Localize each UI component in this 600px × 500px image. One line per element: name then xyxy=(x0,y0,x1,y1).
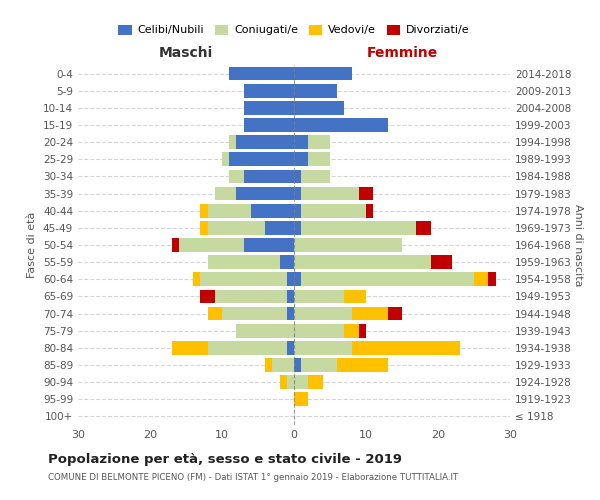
Bar xyxy=(294,341,352,354)
Bar xyxy=(294,170,301,183)
Bar xyxy=(488,272,496,286)
Bar xyxy=(294,118,388,132)
Bar xyxy=(215,186,236,200)
Bar xyxy=(287,341,294,354)
Bar xyxy=(280,376,287,389)
Bar xyxy=(287,306,294,320)
Bar xyxy=(359,186,373,200)
Bar xyxy=(301,186,359,200)
Bar xyxy=(294,84,337,98)
Bar xyxy=(236,186,294,200)
Bar xyxy=(352,341,460,354)
Bar xyxy=(229,66,294,80)
Bar xyxy=(416,221,431,234)
Bar xyxy=(301,221,416,234)
Bar xyxy=(337,358,388,372)
Bar xyxy=(388,306,402,320)
Bar xyxy=(294,136,308,149)
Bar xyxy=(474,272,488,286)
Bar xyxy=(352,306,388,320)
Bar xyxy=(294,221,301,234)
Bar xyxy=(208,204,251,218)
Bar xyxy=(301,170,330,183)
Bar xyxy=(294,66,352,80)
Bar xyxy=(294,101,344,114)
Bar xyxy=(236,136,294,149)
Bar xyxy=(308,136,330,149)
Bar xyxy=(344,290,366,304)
Bar xyxy=(294,392,308,406)
Bar xyxy=(244,101,294,114)
Bar xyxy=(244,170,294,183)
Bar xyxy=(236,324,294,338)
Y-axis label: Anni di nascita: Anni di nascita xyxy=(573,204,583,286)
Bar xyxy=(294,238,402,252)
Bar xyxy=(200,204,208,218)
Bar xyxy=(294,376,308,389)
Legend: Celibi/Nubili, Coniugati/e, Vedovi/e, Divorziati/e: Celibi/Nubili, Coniugati/e, Vedovi/e, Di… xyxy=(114,20,474,40)
Bar xyxy=(229,152,294,166)
Text: Popolazione per età, sesso e stato civile - 2019: Popolazione per età, sesso e stato civil… xyxy=(48,452,402,466)
Bar xyxy=(294,204,301,218)
Bar xyxy=(265,358,272,372)
Bar xyxy=(301,358,337,372)
Bar xyxy=(200,221,208,234)
Bar xyxy=(208,306,222,320)
Text: Maschi: Maschi xyxy=(159,46,213,60)
Bar xyxy=(200,290,215,304)
Text: Femmine: Femmine xyxy=(367,46,437,60)
Bar xyxy=(272,358,294,372)
Bar xyxy=(208,256,280,269)
Bar xyxy=(215,290,287,304)
Bar xyxy=(294,358,301,372)
Bar xyxy=(294,306,352,320)
Bar xyxy=(280,256,294,269)
Bar xyxy=(294,324,344,338)
Bar xyxy=(301,272,474,286)
Bar xyxy=(172,238,179,252)
Bar xyxy=(308,376,323,389)
Bar xyxy=(208,341,287,354)
Bar xyxy=(244,118,294,132)
Bar xyxy=(294,152,308,166)
Bar xyxy=(431,256,452,269)
Bar xyxy=(179,238,244,252)
Bar xyxy=(244,238,294,252)
Bar xyxy=(294,186,301,200)
Bar xyxy=(287,376,294,389)
Bar xyxy=(222,152,229,166)
Bar xyxy=(301,204,366,218)
Bar xyxy=(172,341,208,354)
Bar xyxy=(344,324,359,338)
Bar xyxy=(294,272,301,286)
Bar xyxy=(251,204,294,218)
Bar xyxy=(244,84,294,98)
Y-axis label: Fasce di età: Fasce di età xyxy=(28,212,37,278)
Bar xyxy=(287,290,294,304)
Bar xyxy=(208,221,265,234)
Bar xyxy=(229,136,236,149)
Bar xyxy=(265,221,294,234)
Bar xyxy=(222,306,287,320)
Text: COMUNE DI BELMONTE PICENO (FM) - Dati ISTAT 1° gennaio 2019 - Elaborazione TUTTI: COMUNE DI BELMONTE PICENO (FM) - Dati IS… xyxy=(48,472,458,482)
Bar xyxy=(229,170,244,183)
Bar xyxy=(359,324,366,338)
Bar xyxy=(287,272,294,286)
Bar xyxy=(200,272,287,286)
Bar xyxy=(294,256,431,269)
Bar xyxy=(366,204,373,218)
Bar xyxy=(193,272,200,286)
Bar xyxy=(294,290,344,304)
Bar xyxy=(308,152,330,166)
